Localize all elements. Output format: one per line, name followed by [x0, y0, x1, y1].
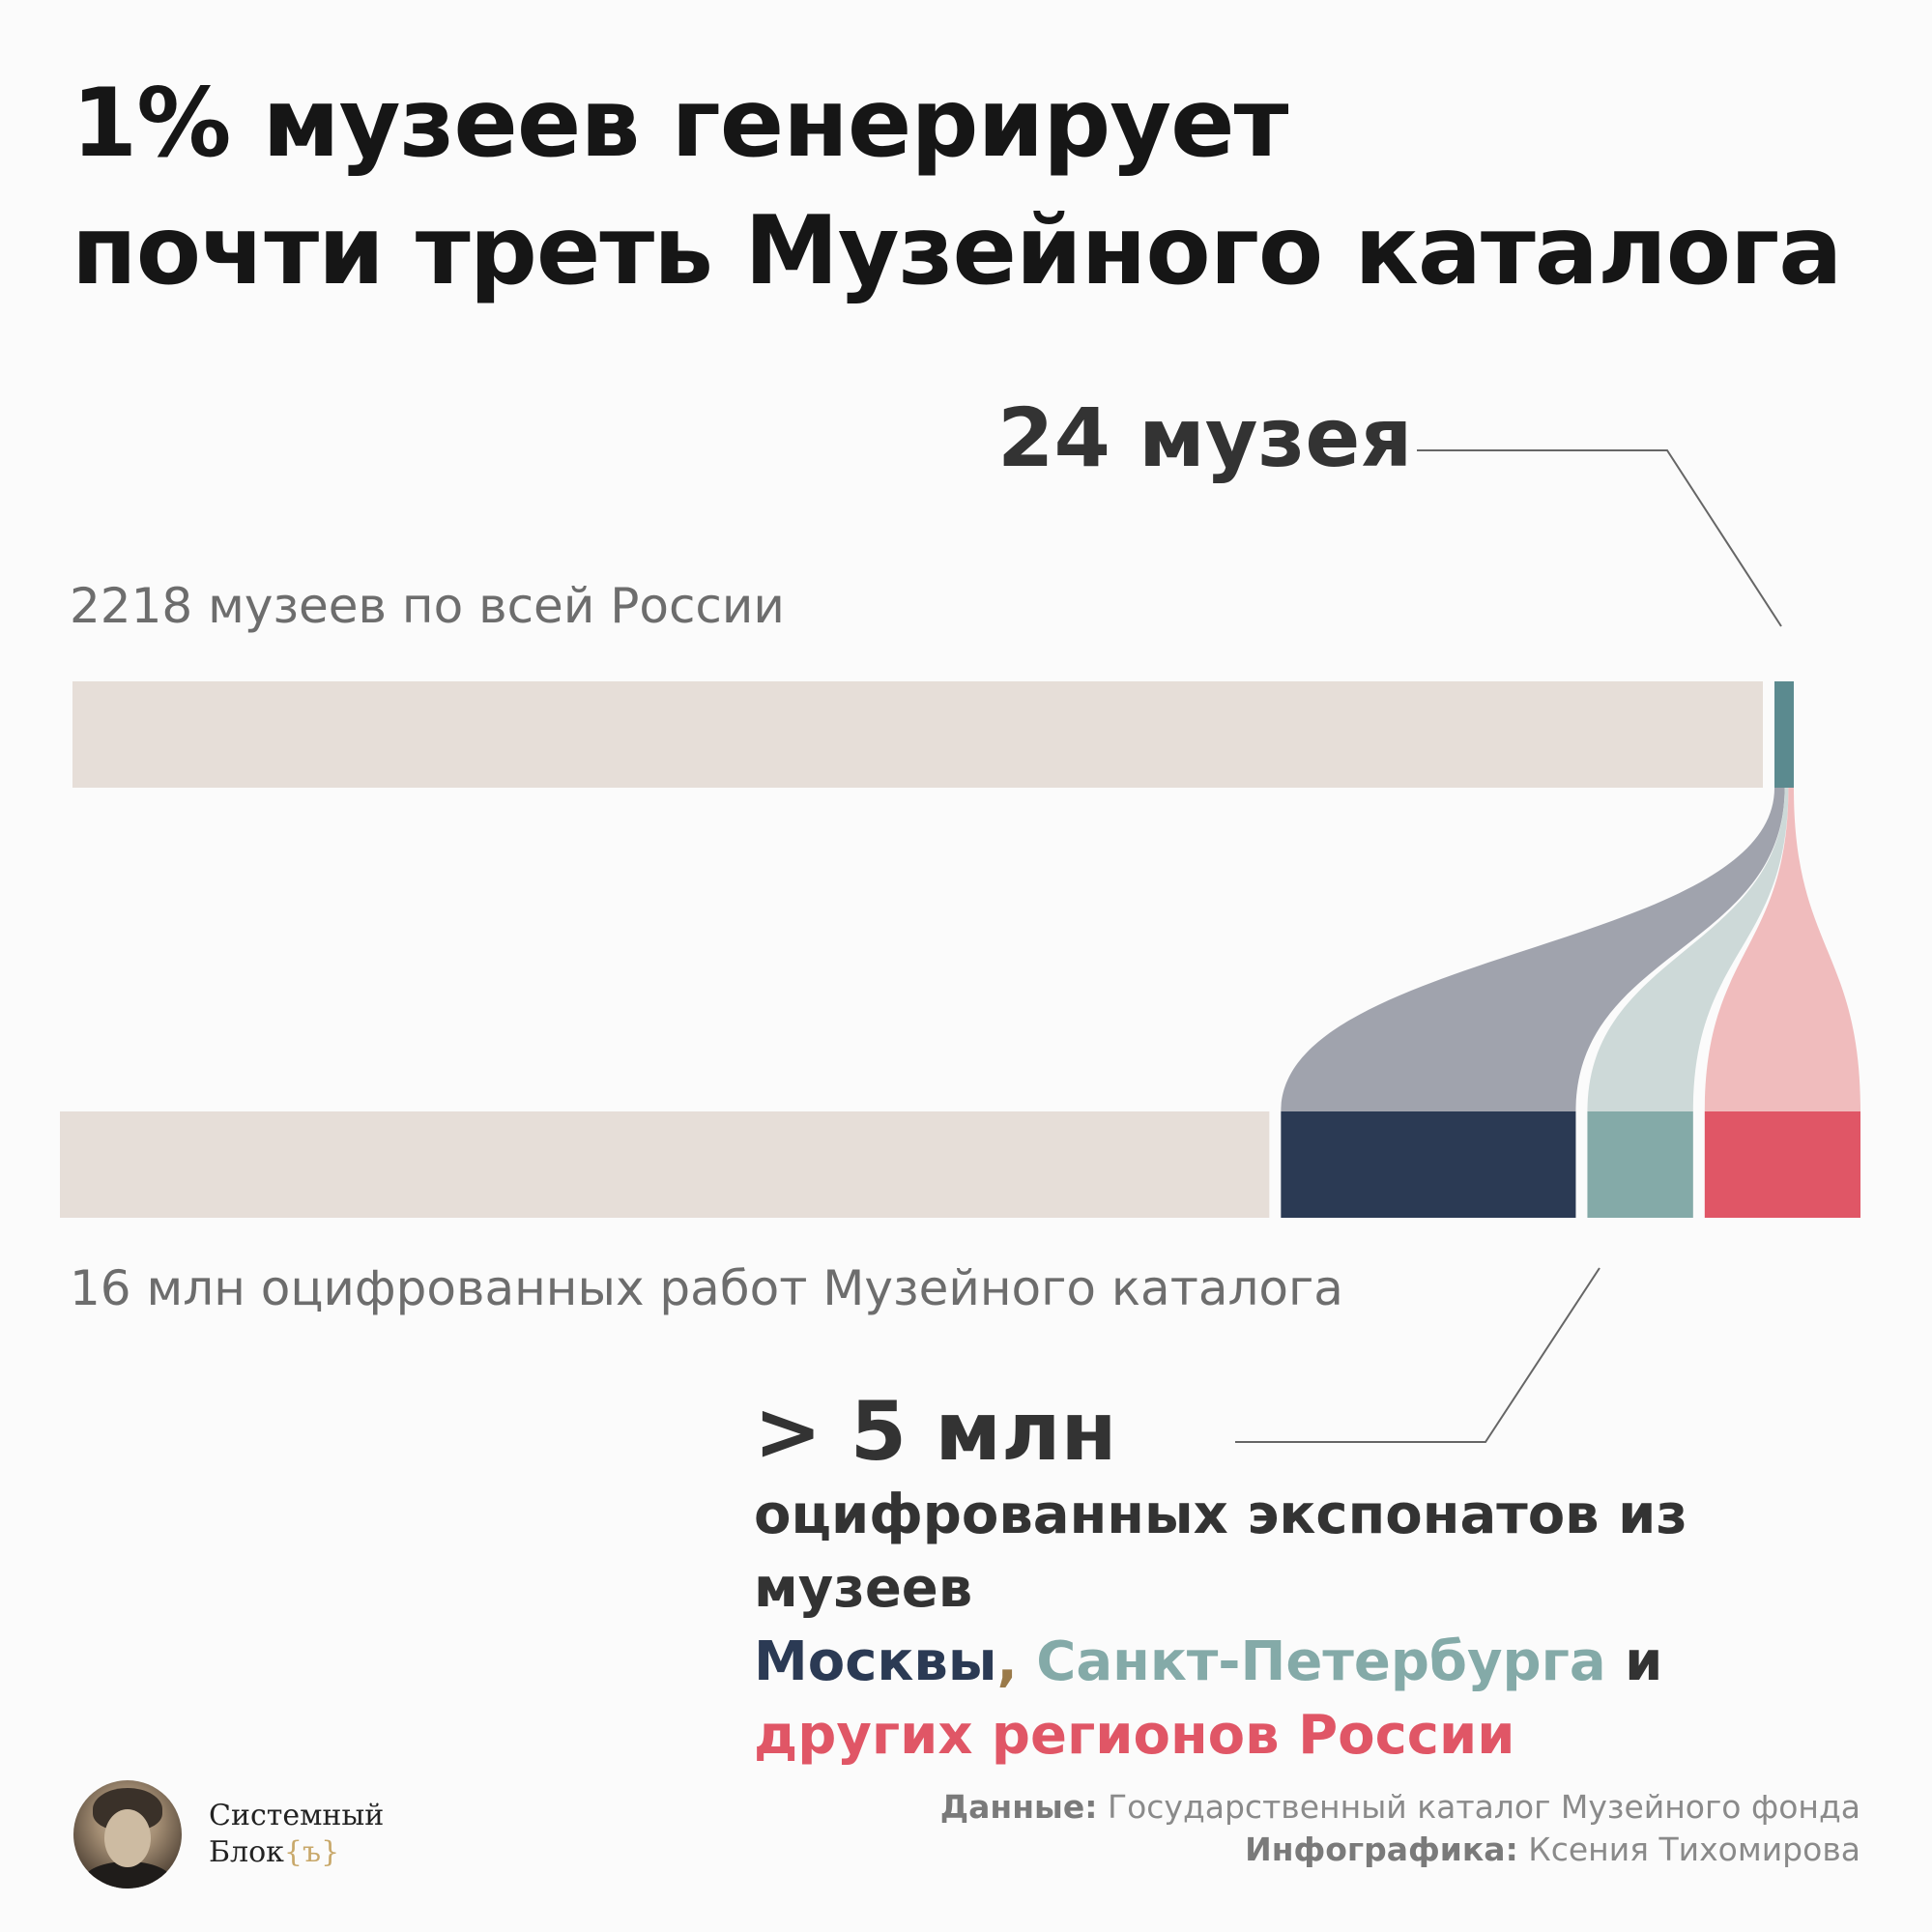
bottom-bar-others [1704, 1111, 1860, 1218]
logo-brace: {ъ} [283, 1835, 340, 1869]
title-line-2: почти треть Музейного каталога [72, 196, 1842, 306]
bottom-bar-spb [1587, 1111, 1693, 1218]
logo-text: Системный Блок{ъ} [209, 1798, 384, 1871]
works-total-label: 16 млн оцифрованных работ Музейного ката… [70, 1260, 1343, 1316]
logo-line-2: Блок [209, 1835, 284, 1869]
description-line-1: оцифрованных экспонатов из музеев [754, 1484, 1687, 1620]
logo-line-1: Системный [209, 1799, 385, 1832]
legend-spb: Санкт-Петербурга [1036, 1630, 1606, 1693]
top-works-callout: > 5 млн [754, 1384, 1117, 1479]
data-source: Государственный каталог Музейного фонда [1107, 1788, 1860, 1826]
avatar [73, 1780, 182, 1889]
bottom-bar-moscow [1281, 1111, 1576, 1218]
callout-description: оцифрованных экспонатов из музеев Москвы… [754, 1479, 1865, 1773]
credits: Данные: Государственный каталог Музейног… [940, 1786, 1860, 1871]
flow-others [1704, 788, 1860, 1111]
title-line-1: 1% музеев генерирует [72, 69, 1288, 179]
bottom-bar-rest [60, 1111, 1270, 1218]
top-leader-line [1417, 449, 1782, 627]
museums-total-label: 2218 музеев по всей России [70, 578, 785, 634]
bottom-leader-line [1235, 1267, 1600, 1443]
legend-and: и [1625, 1630, 1663, 1693]
top-bar-rest [72, 681, 1763, 788]
brand-logo: Системный Блок{ъ} [73, 1780, 384, 1889]
infographic-label: Инфографика: [1245, 1831, 1518, 1868]
data-label: Данные: [939, 1788, 1098, 1826]
top-museums-callout: 24 музея [997, 390, 1413, 485]
infographic-author: Ксения Тихомирова [1528, 1831, 1860, 1868]
flow-moscow [1281, 788, 1785, 1111]
legend-others: других регионов России [754, 1704, 1515, 1767]
legend-moscow: Москвы [754, 1630, 997, 1693]
top-bar-highlight [1774, 681, 1794, 788]
flow-spb [1587, 788, 1789, 1111]
chart-title: 1% музеев генерирует почти треть Музейно… [72, 60, 1842, 315]
legend-comma: , [996, 1630, 1018, 1693]
